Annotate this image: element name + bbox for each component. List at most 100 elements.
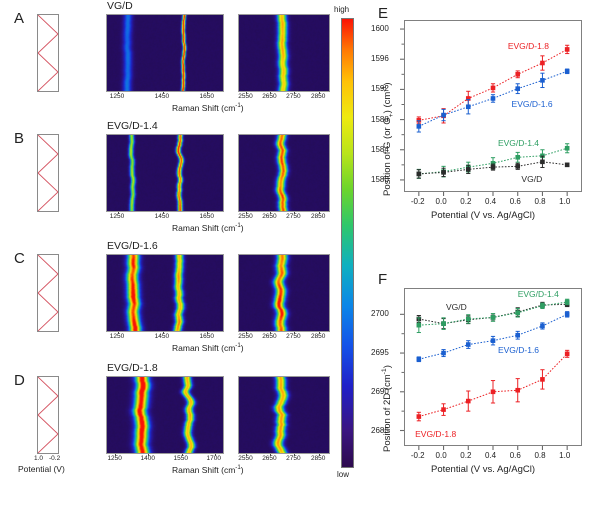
xtick-left-b-1: 1450 xyxy=(154,213,170,220)
data-point xyxy=(564,47,570,52)
xtick-mark xyxy=(294,454,296,456)
data-point xyxy=(465,316,471,322)
series-evg-d-1-4 xyxy=(416,298,570,334)
raman-shift-axis-title-a: Raman Shift (cm-1) xyxy=(172,102,244,113)
xtick-mark xyxy=(162,332,164,334)
xtick-right-a-0: 2550 xyxy=(238,93,253,100)
data-point xyxy=(465,398,471,404)
panel-letter-a: A xyxy=(14,10,25,27)
data-point xyxy=(515,332,521,338)
xtick-right-a-3: 2850 xyxy=(310,93,326,100)
heatmap-panel-d: D EVG/D-1.8 1250 1400 1550 1700 2550 2650 2750 28… xyxy=(14,362,330,475)
data-point xyxy=(490,96,496,101)
data-point xyxy=(564,299,570,305)
data-point xyxy=(515,154,521,160)
series-evg-d-1-6 xyxy=(416,68,570,133)
data-point xyxy=(540,323,545,329)
xtick-left-c-0: 1250 xyxy=(109,333,125,340)
panel-letter-f: F xyxy=(378,271,388,288)
raman-heatmap-left-a xyxy=(106,14,224,92)
xtick-label-e-0: -0.2 xyxy=(410,197,425,206)
data-point xyxy=(515,310,521,316)
potential-axis-title: Potential (V) xyxy=(18,464,65,474)
raman-heatmap-right-d xyxy=(238,376,330,454)
data-point xyxy=(564,162,570,168)
series-label-e-1: EVG/D-1.6 xyxy=(511,99,553,110)
xtick-right-c-2: 2750 xyxy=(286,333,301,340)
heatmap-panel-b: B EVG/D-1.4 1250 1450 1650 2550 2650 2750 2850 Ra… xyxy=(14,120,330,233)
series-evg-d-1-6 xyxy=(416,311,570,363)
xtick-mark xyxy=(246,92,248,94)
xtick-mark xyxy=(246,332,248,334)
data-point xyxy=(490,85,496,91)
data-point xyxy=(490,338,496,343)
data-point xyxy=(540,303,545,309)
sample-title-a: VG/D xyxy=(107,0,133,12)
xtick-right-c-1: 2650 xyxy=(262,333,277,340)
xtick-mark xyxy=(318,212,320,214)
xtick-right-a-2: 2750 xyxy=(286,93,301,100)
xtick-label-f-3: 0.4 xyxy=(485,451,497,460)
xtick-mark xyxy=(207,332,209,334)
xtick-label-f-5: 0.8 xyxy=(534,451,546,460)
raman-heatmap-right-b xyxy=(238,134,330,212)
xtick-mark xyxy=(207,212,209,214)
xtick-mark xyxy=(214,454,216,456)
ytick-label-f-0: 2685 xyxy=(371,425,389,435)
data-point xyxy=(416,356,422,362)
xtick-right-d-2: 2750 xyxy=(286,455,301,462)
xtick-mark xyxy=(318,454,320,456)
ytick-label-e-3: 1592 xyxy=(371,84,389,94)
series-label-e-2: EVG/D-1.4 xyxy=(497,137,540,148)
data-point xyxy=(540,377,545,382)
data-point xyxy=(465,104,471,110)
series-label-f-2: EVG/D-1.6 xyxy=(497,344,540,355)
xtick-left-d-3: 1700 xyxy=(206,455,222,462)
data-point xyxy=(490,161,496,166)
data-point xyxy=(465,167,471,172)
xtick-right-b-3: 2850 xyxy=(310,213,326,220)
data-point xyxy=(441,321,446,326)
xtick-label-e-5: 0.8 xyxy=(534,197,546,206)
ytick-label-f-3: 2700 xyxy=(371,309,389,319)
panel-letter-c: C xyxy=(14,250,25,267)
xtick-mark xyxy=(162,212,164,214)
cv-xtick-left: 1.0 xyxy=(34,455,44,462)
sample-title-d: EVG/D-1.8 xyxy=(107,362,158,374)
xtick-right-b-0: 2550 xyxy=(238,213,253,220)
xtick-left-d-2: 1550 xyxy=(173,455,188,462)
ytick-label-e-4: 1596 xyxy=(371,54,389,64)
xtick-mark xyxy=(270,332,272,334)
xtick-label-e-4: 0.6 xyxy=(509,197,521,206)
ytick-label-e-0: 1580 xyxy=(371,174,389,184)
data-point xyxy=(515,387,521,393)
xtick-label-f-6: 1.0 xyxy=(559,451,571,460)
data-point xyxy=(515,72,521,77)
xtick-label-f-2: 0.2 xyxy=(460,451,472,460)
data-point xyxy=(441,112,446,118)
series-label-f-3: EVG/D-1.8 xyxy=(415,428,457,439)
cv-sweep-plot-a xyxy=(37,14,59,92)
data-point xyxy=(441,170,446,175)
data-point xyxy=(540,78,545,83)
panel-letter-e: E xyxy=(378,5,389,22)
panel-letter-d: D xyxy=(14,372,25,389)
xtick-right-b-2: 2750 xyxy=(286,213,301,220)
ytick-label-e-1: 1584 xyxy=(371,144,389,154)
cv-sweep-plot-c xyxy=(37,254,59,332)
xtick-left-c-2: 1650 xyxy=(199,333,214,340)
data-point xyxy=(540,60,545,66)
data-point xyxy=(564,351,570,357)
data-point xyxy=(490,164,496,170)
panel-letter-b: B xyxy=(14,130,25,147)
data-point xyxy=(540,159,545,165)
series-label-f-0: VG/D xyxy=(446,301,467,312)
xtick-left-b-0: 1250 xyxy=(109,213,125,220)
xtick-mark xyxy=(246,454,248,456)
xtick-right-a-1: 2650 xyxy=(262,93,277,100)
series-evg-d-1-8 xyxy=(416,349,570,422)
colorbar-high-label: high xyxy=(334,5,350,14)
